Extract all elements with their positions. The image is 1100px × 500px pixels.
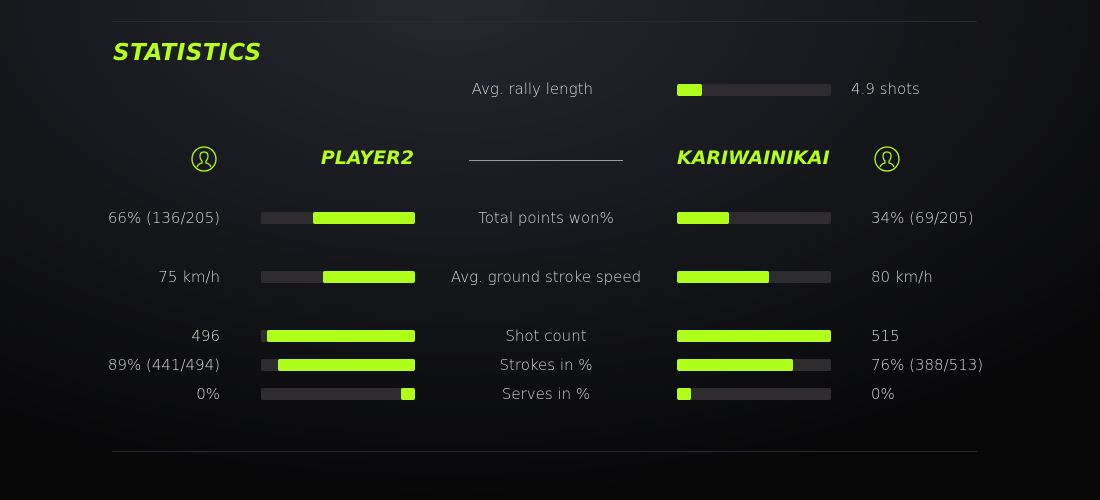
- stat-label: Total points won%: [478, 209, 614, 227]
- user-circle-icon: [874, 146, 900, 172]
- stat-right-fill: [677, 330, 831, 342]
- stat-right-bar: [677, 359, 831, 371]
- stat-right-fill: [677, 271, 770, 283]
- stat-right-fill: [677, 212, 730, 224]
- user-circle-icon: [191, 146, 217, 172]
- stat-left-value: 0%: [196, 385, 220, 403]
- player-right-name: KARIWAINIKAI: [677, 147, 830, 169]
- stat-left-fill: [322, 271, 415, 283]
- stat-right-value: 76% (388/513): [871, 356, 984, 374]
- player-left-name: PLAYER2: [320, 147, 414, 169]
- stat-left-bar: [261, 271, 415, 283]
- stat-left-fill: [267, 330, 415, 342]
- rally-bar: [677, 84, 831, 96]
- center-divider: [469, 160, 623, 161]
- stat-left-value: 496: [191, 327, 220, 345]
- stat-right-value: 515: [871, 327, 900, 345]
- stat-left-bar: [261, 388, 415, 400]
- page-title: STATISTICS: [113, 40, 262, 66]
- rally-fill: [677, 84, 702, 96]
- stat-label: Avg. ground stroke speed: [450, 268, 642, 286]
- top-divider: [112, 21, 977, 22]
- stat-right-bar: [677, 330, 831, 342]
- stat-right-bar: [677, 212, 831, 224]
- stat-label: Strokes in %: [499, 356, 593, 374]
- stat-label: Serves in %: [501, 385, 591, 403]
- stat-left-value: 89% (441/494): [107, 356, 220, 374]
- stat-left-bar: [261, 359, 415, 371]
- stat-right-value: 0%: [871, 385, 895, 403]
- bottom-divider: [112, 451, 977, 452]
- stat-right-fill: [677, 359, 793, 371]
- rally-value: 4.9 shots: [851, 80, 920, 98]
- stat-left-value: 75 km/h: [158, 268, 220, 286]
- stat-right-value: 34% (69/205): [871, 209, 974, 227]
- stat-right-value: 80 km/h: [871, 268, 933, 286]
- stat-left-fill: [277, 359, 415, 371]
- stat-left-bar: [261, 330, 415, 342]
- stat-left-bar: [261, 212, 415, 224]
- stat-left-fill: [313, 212, 415, 224]
- rally-label: Avg. rally length: [471, 80, 593, 98]
- stat-right-bar: [677, 271, 831, 283]
- stat-label: Shot count: [505, 327, 587, 345]
- stat-right-fill: [677, 388, 691, 400]
- stat-right-bar: [677, 388, 831, 400]
- stat-left-fill: [401, 388, 415, 400]
- stat-left-value: 66% (136/205): [107, 209, 220, 227]
